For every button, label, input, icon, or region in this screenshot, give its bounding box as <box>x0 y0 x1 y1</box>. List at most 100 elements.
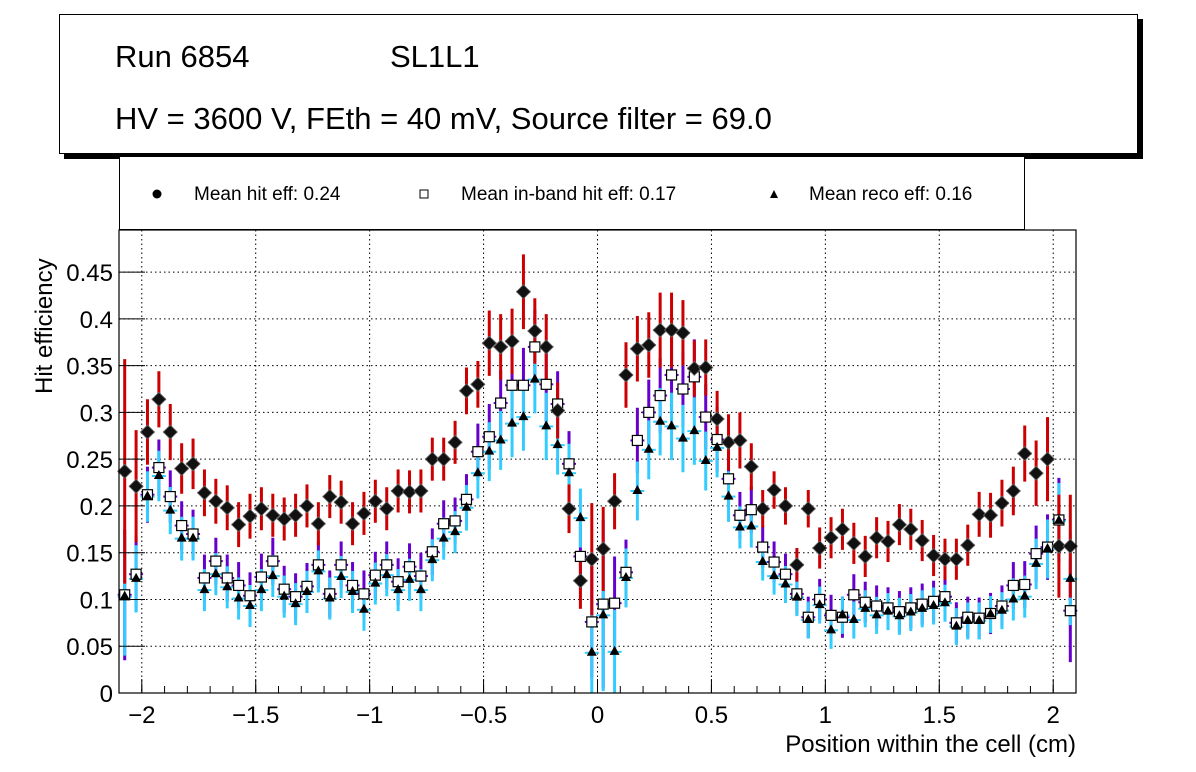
inband-point <box>745 504 757 516</box>
inband-point <box>1019 578 1031 591</box>
reco-point <box>962 614 973 624</box>
reco-point <box>358 603 369 613</box>
y-tick-label: 0.25 <box>66 447 113 474</box>
hit-point <box>595 541 611 557</box>
hit-point <box>117 463 133 479</box>
hit-point <box>937 551 953 567</box>
inband-point <box>574 550 587 563</box>
hit-point <box>834 521 851 537</box>
reco-point <box>188 532 199 542</box>
reco-point <box>951 620 962 630</box>
hit-point <box>458 383 475 399</box>
run-label: Run 6854 <box>115 39 250 74</box>
inband-point <box>438 518 450 530</box>
hit-point <box>903 521 919 537</box>
reco-point <box>917 602 928 612</box>
reco-point <box>245 600 256 610</box>
reco-point <box>837 609 848 619</box>
inband-point <box>608 597 621 609</box>
reco-point <box>609 645 620 655</box>
inband-point <box>1007 579 1019 592</box>
hit-point <box>789 557 805 573</box>
reco-point <box>518 411 529 421</box>
hit-point <box>333 494 349 510</box>
hit-point <box>629 341 645 357</box>
inband-point <box>529 341 541 353</box>
inband-point <box>495 397 507 409</box>
inband-point <box>848 589 860 601</box>
inband-point <box>267 555 279 567</box>
hit-point <box>891 517 907 533</box>
inband-point <box>255 571 268 583</box>
reco-point <box>757 556 768 566</box>
hit-point <box>527 323 543 339</box>
inband-point <box>483 431 495 443</box>
hit-point <box>869 530 885 546</box>
reco-point <box>586 646 597 656</box>
hit-point <box>607 493 623 509</box>
reco-point <box>791 591 802 601</box>
hit-point <box>960 537 976 553</box>
hit-point <box>390 483 406 499</box>
reco-point <box>860 602 871 612</box>
hit-point <box>846 535 862 551</box>
inband-point <box>722 473 735 485</box>
hit-point <box>686 360 702 376</box>
reco-point <box>279 590 290 600</box>
reco-point <box>655 415 666 425</box>
hit-point <box>185 456 201 472</box>
legend-label-hit: Mean hit eff: 0.24 <box>194 184 341 205</box>
hit-point <box>538 339 554 355</box>
hit-point <box>436 451 452 467</box>
hit-point <box>322 489 338 505</box>
hit-point <box>470 376 486 392</box>
x-tick-label: −0.5 <box>460 702 507 729</box>
y-tick-label: 0.35 <box>66 354 113 381</box>
hit-point <box>276 511 292 527</box>
inband-point <box>244 590 256 602</box>
hit-point <box>219 500 235 516</box>
reco-point <box>939 597 950 607</box>
hit-point <box>618 367 634 383</box>
hit-point <box>174 460 190 477</box>
reco-point <box>176 532 187 542</box>
reco-point <box>928 600 939 610</box>
inband-point <box>210 555 222 567</box>
reco-point <box>313 565 324 575</box>
reco-point <box>848 614 859 624</box>
reco-point <box>985 608 996 618</box>
reco-point <box>1019 590 1030 600</box>
reco-point <box>324 592 335 602</box>
hit-point <box>857 548 873 565</box>
reco-point <box>620 571 631 581</box>
reco-point <box>256 584 267 594</box>
inband-point <box>381 559 393 571</box>
reco-point <box>233 592 244 602</box>
y-tick-label: 0.15 <box>66 541 113 568</box>
x-tick-label: −2 <box>128 702 155 729</box>
x-tick-label: −1.5 <box>232 702 279 729</box>
inband-point <box>597 598 609 610</box>
hit-point <box>242 508 258 524</box>
hit-point <box>732 432 748 449</box>
hit-point <box>926 547 942 564</box>
inband-point <box>335 559 347 571</box>
reco-point <box>119 590 130 600</box>
reco-point <box>769 570 780 580</box>
hit-point <box>800 501 816 517</box>
hit-point <box>1017 445 1033 462</box>
reco-point <box>267 570 278 580</box>
inband-point <box>768 556 780 568</box>
hit-point <box>914 532 930 549</box>
y-tick-label: 0.2 <box>80 494 113 521</box>
inband-point <box>643 406 655 418</box>
reco-point <box>780 578 791 588</box>
reco-point <box>529 373 540 383</box>
reco-point <box>381 569 392 579</box>
reco-point <box>461 501 472 511</box>
reco-point <box>404 573 415 583</box>
hit-point <box>641 337 657 353</box>
hit-point <box>652 322 668 338</box>
y-tick-label: 0.45 <box>66 260 113 287</box>
